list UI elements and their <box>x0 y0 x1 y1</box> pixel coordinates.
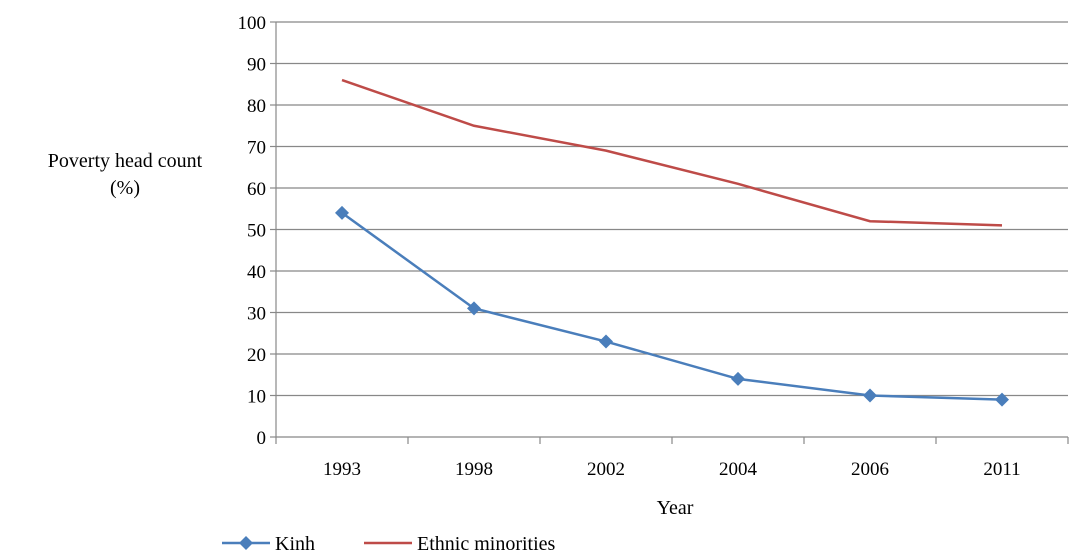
legend-label-kinh: Kinh <box>275 533 315 554</box>
y-tick-label: 0 <box>257 428 267 449</box>
data-point-kinh <box>335 205 349 220</box>
data-point-kinh <box>731 371 745 386</box>
data-point-kinh <box>467 301 481 316</box>
y-tick-label: 60 <box>247 179 266 200</box>
x-tick-label: 1993 <box>323 459 361 480</box>
data-point-kinh <box>863 388 877 403</box>
y-tick-labels: 0 10 20 30 40 50 60 70 80 90 100 <box>238 13 267 449</box>
y-tick-label: 20 <box>247 345 266 366</box>
legend: Kinh Ethnic minorities <box>222 533 556 554</box>
legend-label-ethnic-minorities: Ethnic minorities <box>417 533 556 554</box>
y-tick-label: 70 <box>247 138 266 159</box>
x-tick-label: 2002 <box>587 459 625 480</box>
x-axis-title: Year <box>657 497 694 519</box>
y-tick-label: 50 <box>247 221 266 242</box>
y-tick-label: 40 <box>247 262 266 283</box>
y-tick-label: 80 <box>247 96 266 117</box>
y-axis-title-line-1: Poverty head count <box>48 150 203 172</box>
series-lines <box>335 78 1009 407</box>
x-tick-label: 1998 <box>455 459 493 480</box>
data-point-kinh <box>599 334 613 349</box>
x-tick-label: 2006 <box>851 459 889 480</box>
gridlines <box>276 21 1068 397</box>
axes <box>270 21 1069 444</box>
y-tick-label: 10 <box>247 387 266 408</box>
series-line-kinh <box>341 211 1003 401</box>
y-axis-title-line-2: (%) <box>110 177 140 199</box>
legend-marker-kinh <box>239 536 253 550</box>
x-tick-label: 2011 <box>983 459 1020 480</box>
x-tick-label: 2004 <box>719 459 758 480</box>
series-line-ethnic-minorities <box>341 78 1003 227</box>
y-tick-label: 100 <box>238 13 267 34</box>
data-point-kinh <box>995 392 1009 407</box>
y-tick-label: 30 <box>247 304 266 325</box>
x-tick-labels: 1993 1998 2002 2004 2006 2011 <box>323 459 1021 480</box>
y-tick-label: 90 <box>247 55 266 76</box>
